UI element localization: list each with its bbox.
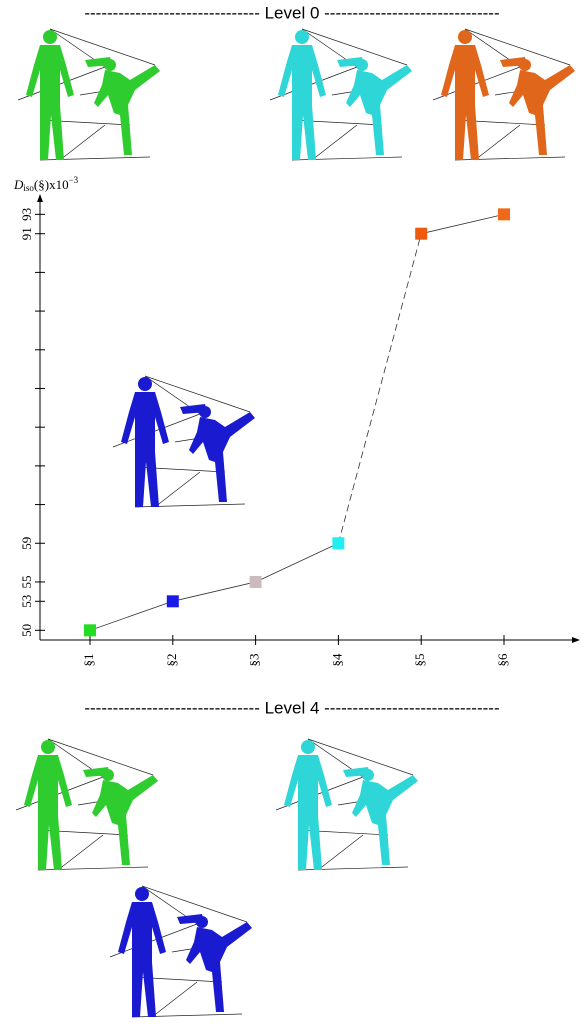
x-tick-label: §5	[412, 654, 427, 667]
x-arrow	[572, 637, 580, 643]
y-tick-label: 59	[19, 537, 34, 550]
x-tick-label: §3	[247, 654, 262, 667]
level-header: ------------------------------- Level 4 …	[84, 698, 499, 717]
y-arrow	[37, 194, 43, 202]
y-tick-label: 91	[19, 227, 34, 240]
mesh-figure	[432, 28, 576, 161]
x-tick-label: §6	[495, 653, 510, 667]
connector	[338, 233, 422, 544]
mesh-figure	[269, 28, 413, 161]
y-axis-label: Diso(§)x10−3	[13, 175, 79, 193]
data-point	[498, 208, 510, 221]
connector	[421, 213, 505, 235]
mesh-figure	[109, 885, 253, 1018]
y-tick-label: 55	[19, 575, 34, 588]
data-point	[415, 227, 428, 240]
data-point	[249, 575, 262, 588]
mesh-figure	[112, 375, 256, 508]
data-point	[166, 595, 179, 608]
connector	[89, 600, 173, 631]
connector	[255, 542, 339, 583]
x-tick-label: §4	[329, 653, 344, 667]
data-point	[84, 624, 96, 637]
mesh-figure	[17, 28, 161, 161]
chart: Diso(§)x10−3 50 53 55 59 91 93 §1 §2 §3 §4 §5 §6	[13, 175, 580, 667]
mesh-figure	[275, 738, 419, 871]
y-tick-label: 93	[19, 208, 34, 221]
y-tick-label: 50	[19, 624, 34, 637]
x-tick-label: §2	[164, 654, 179, 667]
connector	[172, 581, 256, 602]
x-tick-label: §1	[81, 654, 96, 667]
mesh-figure	[15, 738, 159, 871]
data-point	[332, 537, 345, 550]
y-tick-label: 53	[19, 595, 34, 608]
level-header: ------------------------------- Level 0 …	[84, 3, 499, 22]
